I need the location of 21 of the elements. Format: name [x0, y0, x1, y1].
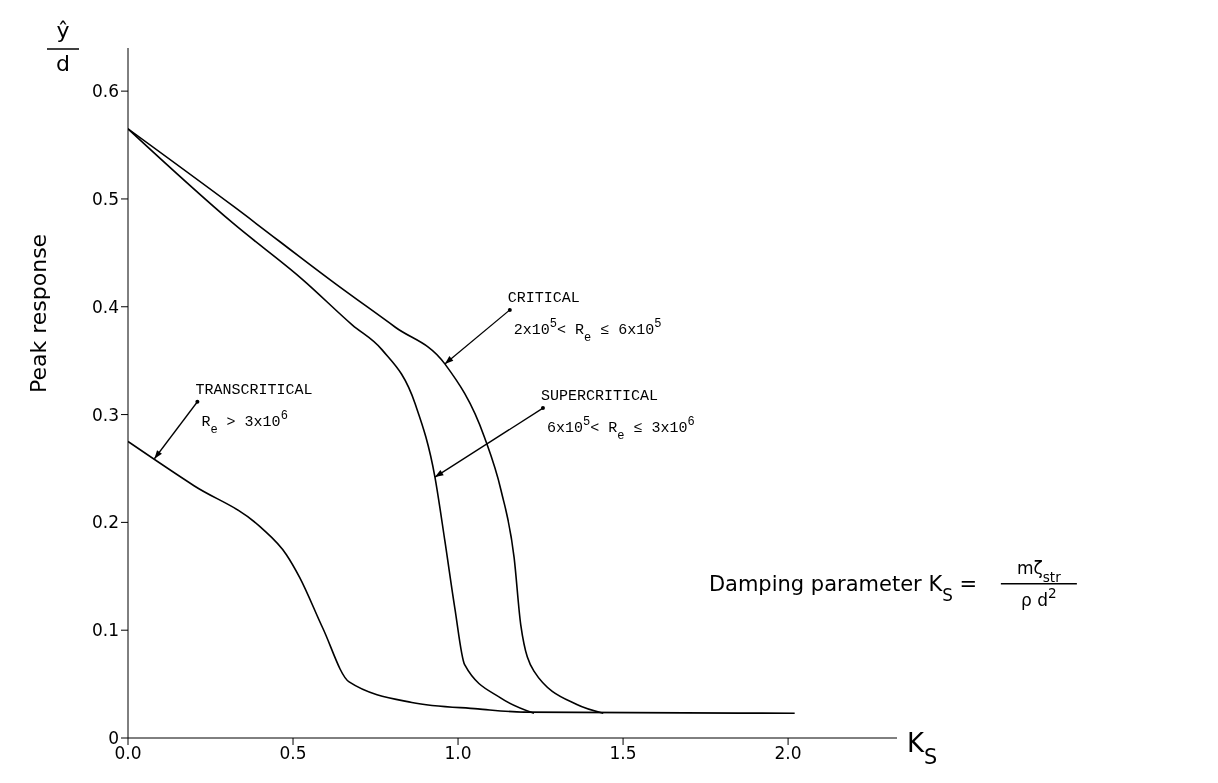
- x-tick-label: 1.5: [609, 743, 637, 764]
- annotation: Damping parameter K$_{S}$ =: [708, 571, 978, 605]
- annotation: TRANSCRITICAL R$_{e}$ > 3x10$^{6}$: [195, 381, 313, 437]
- y-tick-label: 0.1: [91, 620, 119, 641]
- y-tick-label: 0.4: [91, 296, 119, 317]
- text: ρ d$^{2}$: [1021, 584, 1057, 610]
- y-tick-label: 0.3: [91, 404, 119, 425]
- y-tick-label: 0.5: [91, 188, 119, 209]
- x-tick-label: 0.0: [114, 743, 142, 764]
- text: d: [56, 51, 70, 76]
- y-axis-title: Peak response: [25, 233, 51, 393]
- x-tick-label: 0.5: [279, 743, 307, 764]
- x-tick-label: 1.0: [444, 743, 472, 764]
- x-axis-title: K$_{S}$: [907, 728, 938, 769]
- annotation: SUPERCRITICAL 6x10$^{5}$< R$_{e}$ ≤ 3x10$^{6}$: [540, 388, 695, 444]
- text: mζ$_{str}$: [1016, 557, 1062, 585]
- y-tick-label: 0.2: [91, 512, 119, 533]
- annotation: CRITICAL 2x10$^{5}$< R$_{e}$ ≤ 6x10$^{5}$: [507, 289, 662, 345]
- text: ŷ: [56, 18, 70, 43]
- y-tick-label: 0.6: [91, 81, 119, 102]
- x-tick-label: 2.0: [774, 743, 802, 764]
